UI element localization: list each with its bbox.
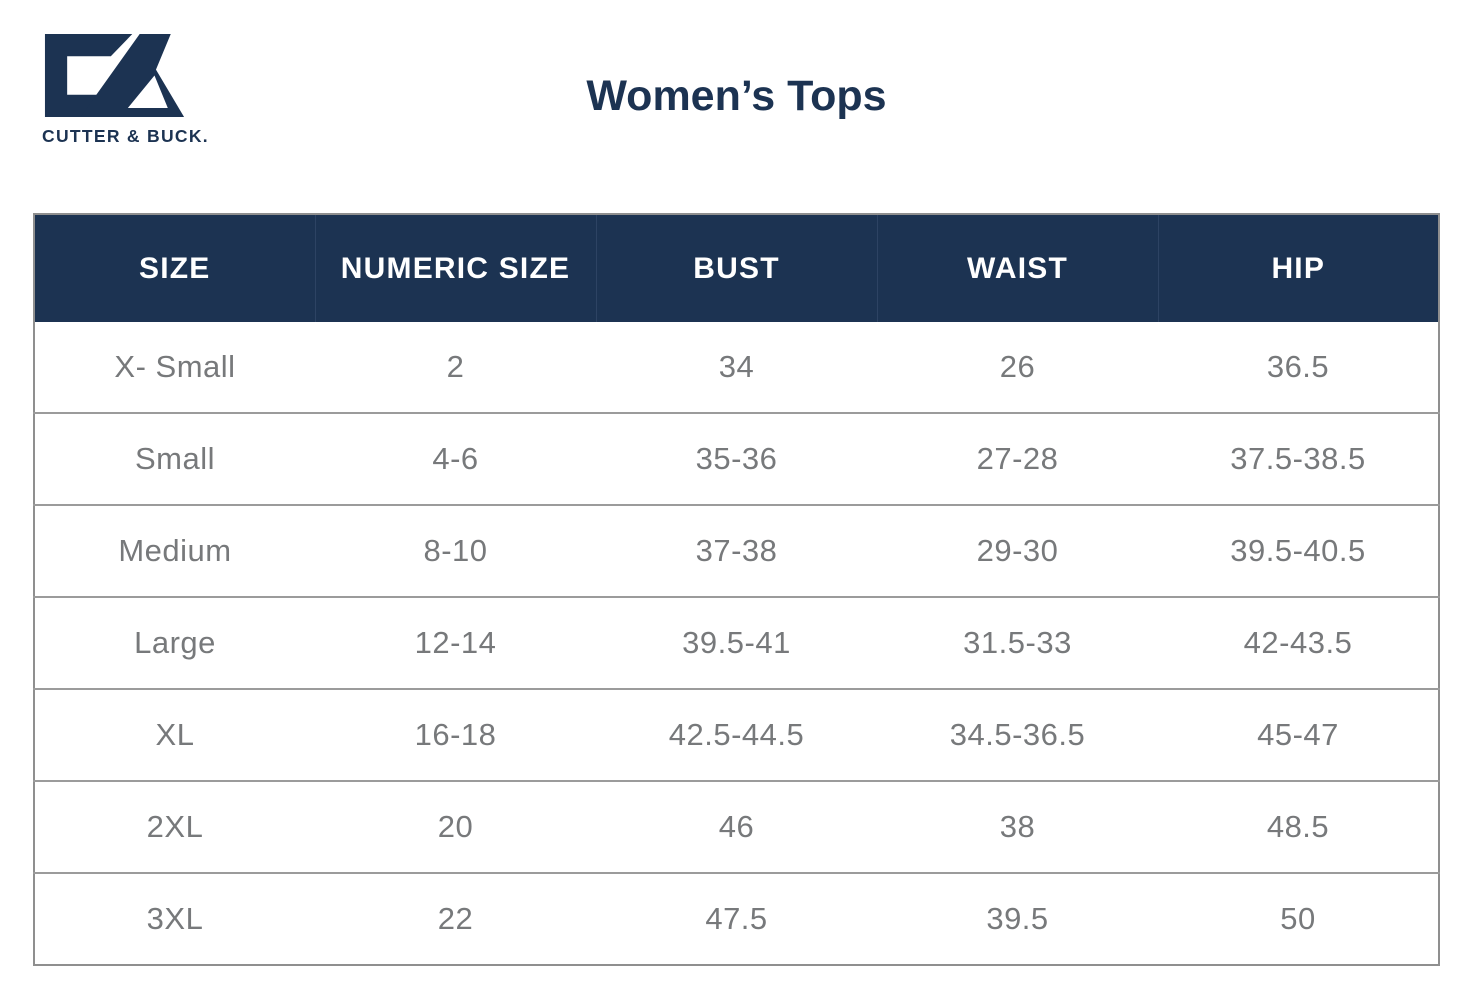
column-header-numeric-size: NUMERIC SIZE [314,214,596,322]
size-cell: Small [34,412,315,505]
waist-cell: 27-28 [877,412,1158,505]
table-row-large: Large 12-14 39.5-41 31.5-33 42-43.5 [34,596,1439,689]
column-header-hip: HIP [1157,214,1439,322]
table-header: SIZE NUMERIC SIZE BUST WAIST HIP [34,214,1439,322]
numeric-size-cell: 16-18 [315,688,596,781]
column-header-size: SIZE [34,214,315,322]
column-header-bust: BUST [595,214,877,322]
column-header-waist: WAIST [876,214,1158,322]
header-row: SIZE NUMERIC SIZE BUST WAIST HIP [34,214,1439,322]
bust-cell: 34 [596,322,877,413]
bust-cell: 47.5 [596,872,877,965]
waist-cell: 34.5-36.5 [877,688,1158,781]
table-body: X- Small 2 34 26 36.5 Small 4-6 35-36 27… [34,322,1439,965]
waist-cell: 39.5 [877,872,1158,965]
hip-cell: 48.5 [1158,780,1439,873]
brand-name: CUTTER & BUCK. [42,126,209,146]
bust-cell: 39.5-41 [596,596,877,689]
waist-cell: 26 [877,322,1158,413]
numeric-size-cell: 8-10 [315,504,596,597]
numeric-size-cell: 2 [315,322,596,413]
bust-cell: 42.5-44.5 [596,688,877,781]
size-cell: 2XL [34,780,315,873]
numeric-size-cell: 22 [315,872,596,965]
size-cell: Large [34,596,315,689]
size-cell: 3XL [34,872,315,965]
waist-cell: 31.5-33 [877,596,1158,689]
hip-cell: 45-47 [1158,688,1439,781]
table-row-2xl: 2XL 20 46 38 48.5 [34,780,1439,873]
numeric-size-cell: 4-6 [315,412,596,505]
numeric-size-cell: 12-14 [315,596,596,689]
size-cell: Medium [34,504,315,597]
hip-cell: 39.5-40.5 [1158,504,1439,597]
waist-cell: 38 [877,780,1158,873]
table-row-xsmall: X- Small 2 34 26 36.5 [34,322,1439,413]
waist-cell: 29-30 [877,504,1158,597]
table-row-3xl: 3XL 22 47.5 39.5 50 [34,872,1439,965]
bust-cell: 37-38 [596,504,877,597]
cutter-buck-monogram-icon [44,34,185,117]
hip-cell: 37.5-38.5 [1158,412,1439,505]
bust-cell: 46 [596,780,877,873]
table-row-xl: XL 16-18 42.5-44.5 34.5-36.5 45-47 [34,688,1439,781]
table-row-small: Small 4-6 35-36 27-28 37.5-38.5 [34,412,1439,505]
hip-cell: 50 [1158,872,1439,965]
table-row-medium: Medium 8-10 37-38 29-30 39.5-40.5 [34,504,1439,597]
size-cell: XL [34,688,315,781]
bust-cell: 35-36 [596,412,877,505]
size-cell: X- Small [34,322,315,413]
hip-cell: 42-43.5 [1158,596,1439,689]
hip-cell: 36.5 [1158,322,1439,413]
numeric-size-cell: 20 [315,780,596,873]
size-chart-table: SIZE NUMERIC SIZE BUST WAIST HIP X- Smal… [33,213,1440,966]
page-title: Women’s Tops [586,72,887,120]
brand-logo: CUTTER & BUCK. [42,34,212,147]
